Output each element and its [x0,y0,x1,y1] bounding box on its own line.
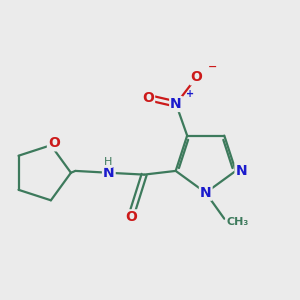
Text: −: − [208,62,217,72]
Text: +: + [186,89,194,99]
Text: N: N [200,186,212,200]
Text: O: O [142,92,154,105]
Text: N: N [170,97,182,111]
Text: N: N [236,164,247,178]
Text: O: O [48,136,60,150]
Text: N: N [103,166,115,180]
Text: O: O [190,70,202,84]
Text: CH₃: CH₃ [226,218,248,227]
Text: O: O [125,210,137,224]
Text: H: H [104,158,112,167]
